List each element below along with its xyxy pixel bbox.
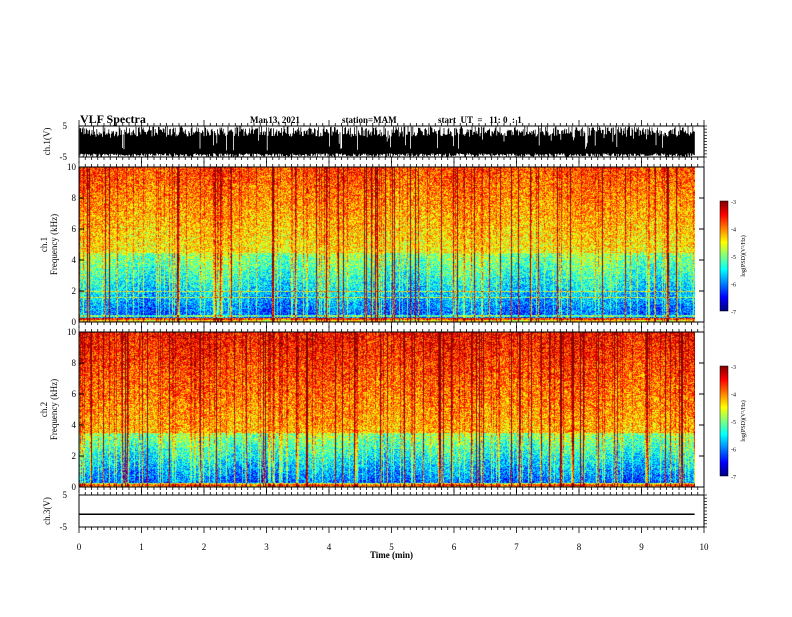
ytick-label: 5 <box>63 490 68 500</box>
ytick-label: 6 <box>72 389 77 399</box>
spectrogram-ch2-panel: 0 2 4 6 8 10 ch.2 Frequency (kHz) -3 -4 -5 -6 -7 log(… <box>39 327 747 492</box>
colorbar-tick-label: -6 <box>731 283 736 289</box>
ylabel-frequency: Frequency (kHz) <box>49 214 59 275</box>
ytick-label: 4 <box>72 420 77 430</box>
spectrogram-ch1-image <box>79 167 695 322</box>
spectrogram-ch2-image <box>79 332 695 487</box>
colorbar-ch1 <box>719 200 729 312</box>
ytick-label: -5 <box>60 152 68 162</box>
figure-title: VLF Spectra <box>80 112 146 126</box>
ytick-label: 0 <box>72 482 77 492</box>
spectrogram-ch2-canvas <box>79 332 695 487</box>
ytick-label: 6 <box>72 224 77 234</box>
ytick-label: 5 <box>63 121 68 131</box>
waveform-ch3-ylabel: ch.3(V) <box>42 497 52 525</box>
xtick-label: 3 <box>264 542 269 552</box>
colorbar-ch2 <box>719 365 729 477</box>
xtick-label: 10 <box>700 542 710 552</box>
colorbar-tick-label: -6 <box>731 448 736 454</box>
ytick-label: 10 <box>67 162 77 172</box>
xtick-label: 1 <box>139 542 144 552</box>
ytick-label: 10 <box>67 327 77 337</box>
xtick-label: 9 <box>639 542 644 552</box>
xtick-label: 0 <box>77 542 82 552</box>
ytick-label: 8 <box>72 358 77 368</box>
waveform-ch1-panel: 5 -5 ch.1(V) <box>42 121 707 162</box>
colorbar-tick-label: -4 <box>731 228 736 234</box>
colorbar-label: log(PSD)(V²/Hz) <box>740 400 747 441</box>
station-label: station=MAM <box>342 115 397 125</box>
colorbar-tick-label: -7 <box>731 310 736 316</box>
ytick-label: 2 <box>72 286 77 296</box>
xaxis-label: Time (min) <box>370 550 413 560</box>
ytick-label: 0 <box>72 317 77 327</box>
ytick-label: 8 <box>72 193 77 203</box>
ytick-label: -5 <box>60 522 68 532</box>
xtick-label: 5 <box>389 542 394 552</box>
waveform-ch1-trace <box>79 126 695 157</box>
ytick-label: 2 <box>72 451 77 461</box>
colorbar-tick-label: -5 <box>731 420 736 426</box>
waveform-ch1-ylabel: ch.1(V) <box>42 128 52 156</box>
ylabel-channel: ch.1 <box>39 237 49 252</box>
xtick-label: 8 <box>577 542 582 552</box>
date-label: Mar.13, 2021 <box>250 115 300 125</box>
waveform-ch3-panel: 5 -5 ch.3(V) <box>42 490 707 532</box>
ylabel-frequency: Frequency (kHz) <box>49 379 59 440</box>
colorbar-label: log(PSD)(V²/Hz) <box>740 235 747 276</box>
colorbar-tick-label: -4 <box>731 393 736 399</box>
xtick-label: 4 <box>327 542 332 552</box>
xtick-label: 7 <box>514 542 519 552</box>
xtick-label: 6 <box>452 542 457 552</box>
colorbar-tick-label: -3 <box>731 200 736 206</box>
colorbar-tick-label: -5 <box>731 255 736 261</box>
spectrogram-ch1-panel: 0 2 4 6 8 10 ch.1 Frequency (kHz) -3 -4 -5 -6 -7 log(… <box>39 162 747 327</box>
xtick-label: 2 <box>202 542 207 552</box>
spectrogram-ch1-canvas <box>79 167 695 322</box>
waveform-ch3-frame <box>78 494 705 528</box>
colorbar-tick-label: -3 <box>731 365 736 371</box>
ylabel-channel: ch.2 <box>39 402 49 417</box>
colorbar-tick-label: -7 <box>731 475 736 481</box>
start-time-label: start UT = 11: 0 : 1 <box>438 115 522 125</box>
ytick-label: 4 <box>72 255 77 265</box>
